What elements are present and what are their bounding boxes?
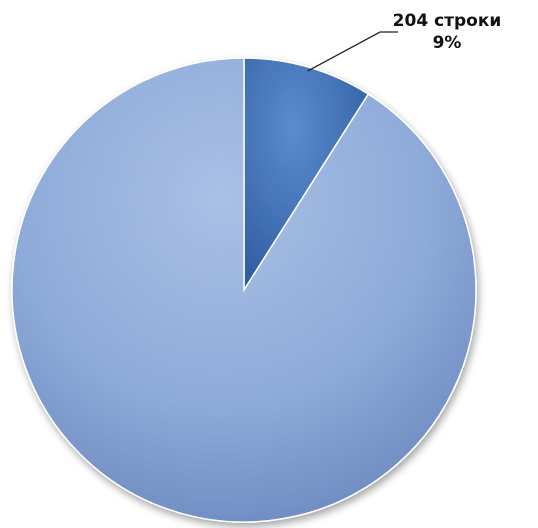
slice-label-text: 204 строки [392, 11, 502, 31]
pie-slice-1 [11, 57, 477, 523]
pie-slices [11, 57, 477, 523]
slice-label-percent: 9% [432, 33, 462, 53]
leader-lines [307, 31, 398, 72]
pie-slice-0 [243, 57, 370, 293]
slice-label-204: 204 строки 9% [372, 10, 522, 54]
leader-line-0 [307, 31, 398, 72]
